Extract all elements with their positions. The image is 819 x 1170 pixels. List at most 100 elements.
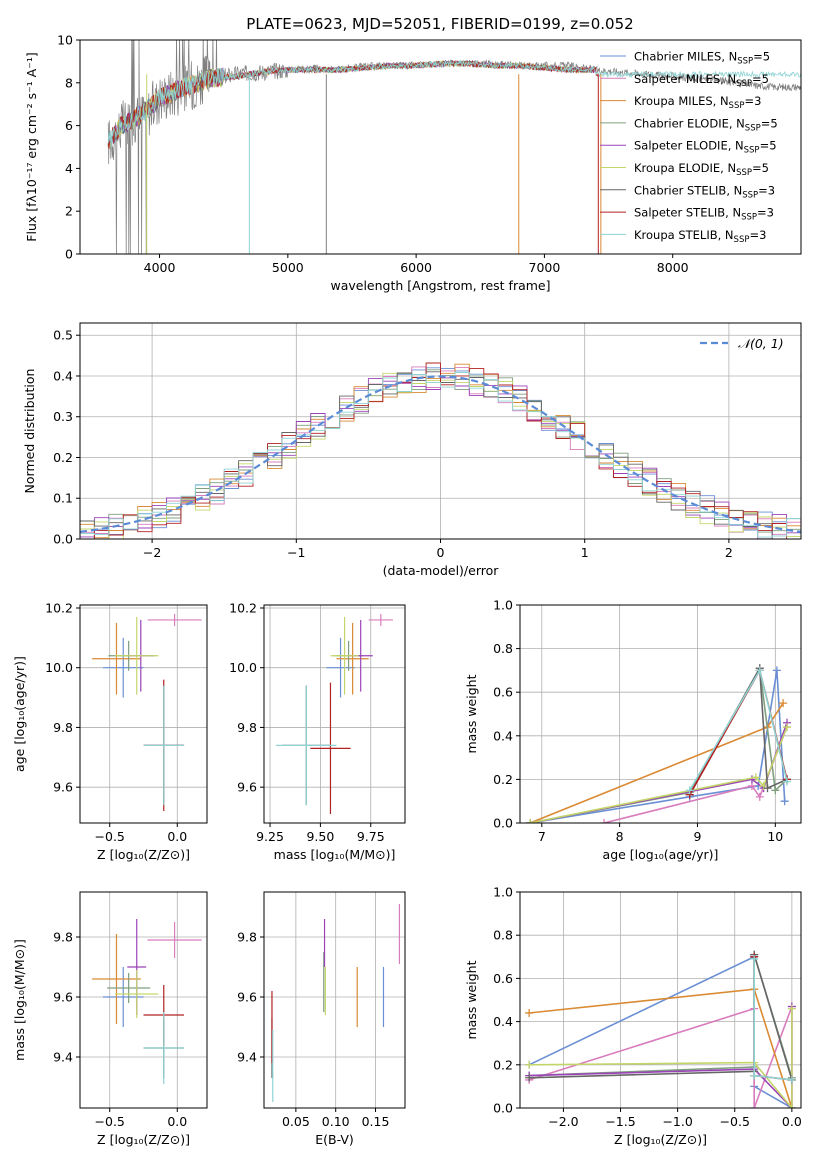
legend-subscript: SSP: [737, 57, 753, 67]
age-vs-mass-points: [276, 613, 393, 815]
legend-entry: Chabrier STELIB, NSSP=3: [634, 183, 775, 200]
error-point-chabrier_elodie: [107, 973, 151, 1003]
residuals-axes: −2 −1 0 1 2 0.0 0.1 0.2 0.3 0.4 0.5 (data-model)/er…: [22, 322, 802, 578]
error-point-chabrier_miles: [326, 637, 355, 698]
legend-entry: Chabrier MILES, NSSP=5: [634, 50, 770, 67]
legend-tail: =5: [760, 139, 777, 153]
x-tick-label: 6000: [400, 260, 432, 275]
x-tick-label: 8000: [657, 260, 689, 275]
legend-tail: =5: [752, 72, 769, 86]
x-tick-label: 0.15: [362, 1114, 390, 1129]
weight-marker: [751, 773, 760, 782]
y-tick-label: 0.2: [493, 772, 513, 787]
legend-entry: Salpeter STELIB, NSSP=3: [634, 206, 774, 223]
weight-marker: [750, 954, 759, 963]
x-tick-label: 0.0: [782, 1114, 802, 1129]
weight-line-kroupa_elodie: [529, 1008, 793, 1108]
mass-vs-z-axes: −0.5 0.0 9.4 9.6 9.8 Z [log₁₀(Z/Z⊙)] mass [log…: [12, 891, 208, 1147]
weight-line-chabrier_miles: [528, 955, 793, 1108]
legend-label: Chabrier ELODIE, N: [634, 116, 745, 130]
y-tick-label: 4: [65, 161, 73, 176]
legend-tail: =3: [749, 228, 766, 242]
y-tick-label: 0.6: [493, 971, 513, 986]
x-axis-label: mass [log₁₀(M/M⊙)]: [274, 847, 396, 862]
mass-vs-ebv-points: [271, 904, 401, 1102]
y-axis-label: Flux [fλ10⁻¹⁷ erg cm⁻² s⁻¹ A⁻¹]: [24, 52, 39, 241]
x-tick-label: 0.05: [282, 1114, 310, 1129]
weight-line-kroupa_elodie: [529, 726, 788, 823]
mass-vs-ebv-axes: 0.05 0.10 0.15 9.4 9.6 9.8 E(B-V): [237, 891, 406, 1147]
legend-label: Salpeter ELODIE, N: [634, 139, 744, 153]
legend-subscript: SSP: [734, 235, 750, 245]
error-point-kroupa_elodie: [115, 616, 159, 695]
y-axis-label: Normed distribution: [22, 369, 37, 494]
legend-tail: =5: [753, 50, 770, 64]
plot-frame: [79, 891, 208, 1109]
weight-marker: [782, 723, 791, 732]
x-tick-label: −1.0: [662, 1114, 692, 1129]
y-tick-label: 9.8: [237, 720, 257, 735]
error-point-chabrier_miles: [102, 637, 144, 698]
y-tick-label: 1.0: [493, 885, 513, 900]
y-tick-label: 0.4: [493, 1014, 513, 1029]
x-tick-label: 7: [538, 829, 546, 844]
x-tick-label: −0.5: [95, 1114, 125, 1129]
x-axis-label: Z [log₁₀(Z/Z⊙)]: [97, 1132, 190, 1147]
weight-marker: [525, 1073, 534, 1082]
weight-vs-age-lines: [526, 664, 791, 823]
legend-entry: Chabrier ELODIE, NSSP=5: [634, 116, 778, 133]
y-tick-label: 0.8: [493, 928, 513, 943]
y-axis-label: mass weight: [464, 960, 479, 1039]
legend-subscript: SSP: [742, 190, 758, 200]
legend-subscript: SSP: [736, 168, 752, 178]
y-axis-label: mass weight: [464, 674, 479, 753]
legend-tail: =5: [761, 116, 778, 130]
y-tick-label: 2: [65, 204, 73, 219]
x-tick-label: 8: [616, 829, 624, 844]
error-point-kroupa_stelib: [143, 1012, 185, 1084]
model-spectrum-salpeter_stelib: [107, 59, 599, 149]
x-tick-label: 0.0: [167, 1114, 187, 1129]
legend-label: Salpeter STELIB, N: [634, 206, 741, 220]
y-tick-label: 0.0: [493, 816, 513, 831]
legend-subscript: SSP: [729, 101, 745, 111]
legend-entry: Kroupa STELIB, NSSP=3: [634, 228, 766, 245]
x-tick-label: 9: [693, 829, 701, 844]
weight-marker: [526, 819, 535, 823]
x-tick-label: 10: [767, 829, 783, 844]
y-tick-label: 0.2: [493, 1057, 513, 1072]
x-tick-label: 0: [437, 545, 445, 560]
legend-subscript: SSP: [744, 146, 760, 156]
legend-subscript: SSP: [745, 123, 761, 133]
y-tick-label: 0: [65, 247, 73, 262]
error-point-kroupa_stelib: [143, 685, 185, 806]
y-tick-label: 10.0: [229, 660, 257, 675]
y-tick-label: 9.6: [53, 990, 73, 1005]
error-point-salpeter_miles: [147, 613, 202, 626]
legend-subscript: SSP: [741, 213, 757, 223]
legend-label: Kroupa ELODIE, N: [634, 161, 736, 175]
model-spectrum-salpeter_miles: [107, 59, 596, 150]
weight-marker: [685, 786, 694, 795]
y-tick-label: 10.2: [229, 600, 257, 615]
spectrum-lines: [107, 40, 801, 254]
legend-entry: Salpeter ELODIE, NSSP=5: [634, 139, 777, 156]
error-point-kroupa_stelib: [276, 685, 337, 806]
y-tick-label: 0.1: [53, 491, 73, 506]
weight-marker: [787, 1075, 796, 1084]
weight-marker: [755, 792, 764, 801]
plot-frame: [79, 604, 208, 824]
weight-marker: [750, 1071, 759, 1080]
y-tick-label: 0.8: [493, 641, 513, 656]
weight-marker: [525, 1008, 534, 1017]
error-point-kroupa_miles: [336, 622, 369, 695]
plot-frame: [263, 891, 406, 1109]
x-tick-label: 7000: [529, 260, 561, 275]
error-point-chabrier_miles: [102, 967, 144, 1027]
x-axis-label: (data-model)/error: [383, 563, 500, 578]
legend-entry: 𝒩(0, 1): [738, 336, 784, 351]
mass-vs-z-points: [92, 919, 202, 1084]
error-point-kroupa_miles: [92, 622, 141, 695]
x-tick-label: 9.25: [256, 829, 284, 844]
y-tick-label: 9.8: [53, 720, 73, 735]
